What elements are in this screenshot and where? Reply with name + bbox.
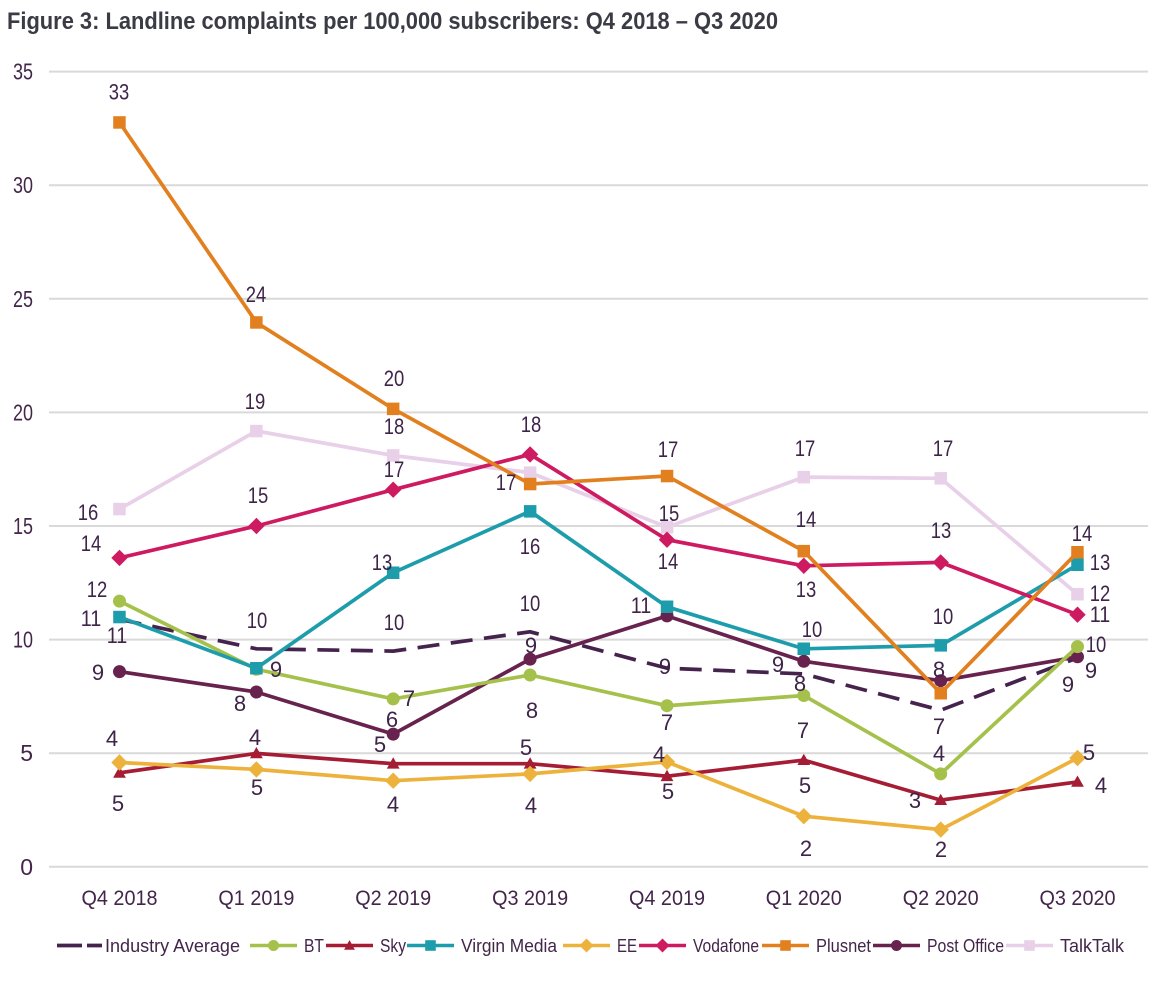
svg-text:16: 16 xyxy=(520,534,541,559)
svg-text:17: 17 xyxy=(795,436,816,461)
svg-text:Post Office: Post Office xyxy=(927,936,1004,956)
svg-text:5: 5 xyxy=(374,732,386,757)
svg-text:Q4 2019: Q4 2019 xyxy=(629,887,705,910)
svg-text:8: 8 xyxy=(234,691,246,716)
svg-text:5: 5 xyxy=(662,779,674,804)
svg-text:25: 25 xyxy=(13,286,33,312)
svg-text:10: 10 xyxy=(384,610,405,635)
svg-text:8: 8 xyxy=(526,698,538,723)
svg-text:Q4 2018: Q4 2018 xyxy=(82,887,158,910)
svg-text:11: 11 xyxy=(631,593,652,618)
svg-text:9: 9 xyxy=(1062,672,1074,697)
svg-text:5: 5 xyxy=(1083,740,1095,765)
svg-text:9: 9 xyxy=(772,652,784,677)
svg-text:5: 5 xyxy=(112,791,124,816)
svg-text:12: 12 xyxy=(1090,581,1111,606)
svg-text:4: 4 xyxy=(106,726,118,751)
svg-text:11: 11 xyxy=(1090,602,1111,627)
svg-text:17: 17 xyxy=(496,470,517,495)
svg-text:4: 4 xyxy=(249,725,261,750)
svg-text:9: 9 xyxy=(92,660,104,685)
svg-text:Q3 2019: Q3 2019 xyxy=(492,887,568,910)
svg-text:Q3 2020: Q3 2020 xyxy=(1040,887,1116,910)
svg-text:Virgin Media: Virgin Media xyxy=(461,936,558,956)
svg-text:5: 5 xyxy=(520,735,532,760)
svg-text:2: 2 xyxy=(800,836,812,861)
svg-text:13: 13 xyxy=(372,550,393,575)
svg-text:BT: BT xyxy=(304,936,324,956)
svg-text:15: 15 xyxy=(659,501,680,526)
svg-text:13: 13 xyxy=(796,577,817,602)
svg-text:10: 10 xyxy=(520,591,541,616)
svg-text:7: 7 xyxy=(933,714,945,739)
svg-text:20: 20 xyxy=(13,399,33,425)
svg-text:35: 35 xyxy=(13,59,33,85)
svg-text:4: 4 xyxy=(525,793,537,818)
svg-text:EE: EE xyxy=(617,936,637,956)
svg-text:5: 5 xyxy=(20,740,33,766)
svg-text:33: 33 xyxy=(109,80,130,105)
svg-text:14: 14 xyxy=(1072,521,1093,546)
svg-text:24: 24 xyxy=(246,282,267,307)
svg-text:15: 15 xyxy=(13,513,33,539)
svg-text:9: 9 xyxy=(1085,658,1097,683)
svg-text:Sky: Sky xyxy=(380,936,406,956)
svg-text:30: 30 xyxy=(13,172,33,198)
svg-text:17: 17 xyxy=(658,437,679,462)
svg-text:17: 17 xyxy=(384,457,405,482)
svg-text:Vodafone: Vodafone xyxy=(693,936,759,956)
svg-text:18: 18 xyxy=(521,412,542,437)
svg-text:13: 13 xyxy=(931,518,952,543)
svg-text:Q2 2019: Q2 2019 xyxy=(355,887,431,910)
svg-text:19: 19 xyxy=(245,389,266,414)
svg-text:14: 14 xyxy=(658,549,679,574)
svg-text:7: 7 xyxy=(403,686,415,711)
svg-text:12: 12 xyxy=(87,577,108,602)
svg-text:4: 4 xyxy=(387,792,399,817)
svg-text:3: 3 xyxy=(909,788,921,813)
svg-text:7: 7 xyxy=(661,710,673,735)
svg-text:6: 6 xyxy=(386,707,398,732)
svg-text:17: 17 xyxy=(933,436,954,461)
svg-text:18: 18 xyxy=(384,414,405,439)
svg-text:14: 14 xyxy=(796,507,817,532)
svg-text:9: 9 xyxy=(270,657,282,682)
svg-text:Plusnet: Plusnet xyxy=(816,936,871,956)
svg-text:10: 10 xyxy=(802,617,823,642)
svg-text:2: 2 xyxy=(935,837,947,862)
svg-text:16: 16 xyxy=(78,500,99,525)
svg-text:Q2 2020: Q2 2020 xyxy=(903,887,979,910)
svg-text:15: 15 xyxy=(248,483,269,508)
svg-text:8: 8 xyxy=(933,657,945,682)
svg-text:13: 13 xyxy=(1090,550,1111,575)
svg-text:10: 10 xyxy=(933,604,954,629)
svg-text:5: 5 xyxy=(251,775,263,800)
svg-text:4: 4 xyxy=(653,742,665,767)
svg-text:11: 11 xyxy=(81,606,102,631)
svg-text:10: 10 xyxy=(13,627,33,653)
svg-text:9: 9 xyxy=(659,654,671,679)
svg-text:10: 10 xyxy=(1086,632,1107,657)
svg-text:Q1 2020: Q1 2020 xyxy=(766,887,842,910)
svg-text:0: 0 xyxy=(20,854,33,880)
svg-text:Q1 2019: Q1 2019 xyxy=(218,887,294,910)
svg-text:10: 10 xyxy=(247,608,268,633)
svg-text:8: 8 xyxy=(794,671,806,696)
svg-text:9: 9 xyxy=(525,633,537,658)
svg-text:Figure 3: Landline complaints: Figure 3: Landline complaints per 100,00… xyxy=(7,8,778,35)
svg-text:Industry Average: Industry Average xyxy=(105,936,240,956)
svg-text:4: 4 xyxy=(1095,773,1107,798)
svg-text:5: 5 xyxy=(799,773,811,798)
svg-text:4: 4 xyxy=(933,741,945,766)
svg-text:TalkTalk: TalkTalk xyxy=(1060,936,1125,956)
svg-text:11: 11 xyxy=(107,623,128,648)
svg-text:20: 20 xyxy=(384,366,405,391)
svg-text:7: 7 xyxy=(797,718,809,743)
svg-text:14: 14 xyxy=(81,531,102,556)
